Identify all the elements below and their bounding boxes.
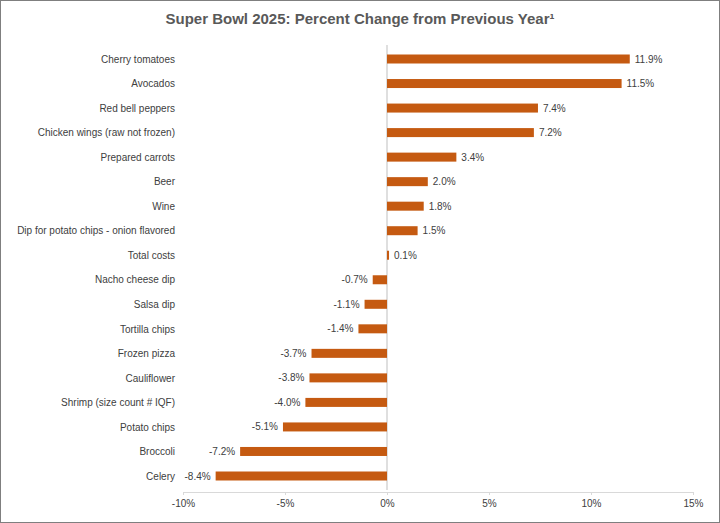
- chart: Super Bowl 2025: Percent Change from Pre…: [0, 0, 720, 523]
- bar: [387, 251, 389, 260]
- tick: 10%: [581, 492, 601, 509]
- tick-label: Total costs: [128, 250, 175, 261]
- tick-label: Celery: [146, 471, 175, 482]
- tick-mark: [183, 492, 184, 495]
- bar: [387, 226, 418, 235]
- tick: 15%: [683, 492, 703, 509]
- bar: [387, 104, 538, 113]
- data-label: -1.1%: [333, 299, 359, 310]
- bar: [309, 373, 387, 382]
- tick: Shrimp (size count # IQF): [61, 397, 175, 408]
- tick: -5%: [277, 492, 295, 509]
- tick-label: Broccoli: [139, 446, 175, 457]
- tick: -10%: [172, 492, 195, 509]
- tick: Beer: [154, 176, 176, 187]
- tick-label: 5%: [482, 498, 497, 509]
- data-label: 7.2%: [539, 127, 562, 138]
- data-label: 2.0%: [433, 176, 456, 187]
- bar: [240, 447, 387, 456]
- tick: Cherry tomatoes: [101, 54, 175, 65]
- tick-label: Dip for potato chips - onion flavored: [17, 225, 175, 236]
- data-label: -8.4%: [185, 471, 211, 482]
- tick: Prepared carrots: [101, 152, 175, 163]
- bar: [387, 79, 622, 88]
- tick-label: Red bell peppers: [99, 103, 175, 114]
- tick: Tortilla chips: [120, 324, 175, 335]
- tick-label: Wine: [152, 201, 175, 212]
- data-label: 11.9%: [635, 54, 663, 65]
- category-axis: Cherry tomatoes Avocados Red bell peppers C…: [17, 54, 176, 482]
- tick: Salsa dip: [134, 299, 176, 310]
- axis-line: [184, 493, 694, 496]
- data-label: -3.7%: [280, 348, 306, 359]
- tick: 5%: [482, 492, 497, 509]
- tick-mark: [285, 492, 286, 495]
- bar: [365, 300, 387, 309]
- bar: [387, 128, 534, 137]
- tick-label: -5%: [277, 498, 295, 509]
- frame: [1, 1, 720, 523]
- title: Super Bowl 2025: Percent Change from Pre…: [165, 10, 554, 27]
- tick-label: Cherry tomatoes: [101, 54, 175, 65]
- tick: Dip for potato chips - onion flavored: [17, 225, 175, 236]
- tick: Broccoli: [139, 446, 175, 457]
- tick: 0%: [380, 492, 395, 509]
- tick-mark: [693, 492, 694, 495]
- data-label: -0.7%: [342, 274, 368, 285]
- tick-label: -10%: [172, 498, 195, 509]
- tick-label: Shrimp (size count # IQF): [61, 397, 175, 408]
- tick: Potato chips: [120, 422, 175, 433]
- tick-label: Prepared carrots: [101, 152, 175, 163]
- data-label: 1.5%: [423, 225, 446, 236]
- bar: [312, 349, 387, 358]
- tick: Wine: [152, 201, 175, 212]
- tick: Celery: [146, 471, 175, 482]
- data-label: 11.5%: [627, 78, 655, 89]
- tick: Total costs: [128, 250, 175, 261]
- bar: [216, 472, 387, 481]
- bar: [387, 177, 428, 186]
- data-label: -3.8%: [278, 372, 304, 383]
- bar: [387, 202, 424, 211]
- tick-label: Beer: [154, 176, 176, 187]
- data-label: 7.4%: [543, 103, 566, 114]
- bar: [387, 55, 630, 64]
- tick-label: Potato chips: [120, 422, 175, 433]
- tick-label: 0%: [380, 498, 395, 509]
- tick-mark: [387, 492, 388, 495]
- tick: Frozen pizza: [118, 348, 176, 359]
- data-label: -1.4%: [327, 323, 353, 334]
- bar: [358, 324, 387, 333]
- tick-mark: [591, 492, 592, 495]
- tick-label: 10%: [581, 498, 601, 509]
- tick-mark: [489, 492, 490, 495]
- data-label: -7.2%: [209, 446, 235, 457]
- data-label: -5.1%: [252, 421, 278, 432]
- tick: Avocados: [131, 78, 175, 89]
- bar: [373, 275, 387, 284]
- tick: Cauliflower: [126, 373, 176, 384]
- value-axis: -10% -5% 0% 5% 10% 15%: [172, 492, 704, 509]
- data-label: 0.1%: [394, 250, 417, 261]
- data-label: 1.8%: [429, 201, 452, 212]
- bars: [216, 55, 630, 481]
- data-label: 3.4%: [461, 152, 484, 163]
- bar: [283, 422, 387, 431]
- bar: [387, 153, 456, 162]
- tick-label: Tortilla chips: [120, 324, 175, 335]
- tick-label: 15%: [683, 498, 703, 509]
- tick-label: Cauliflower: [126, 373, 176, 384]
- tick: Chicken wings (raw not frozen): [38, 127, 175, 138]
- tick-label: Avocados: [131, 78, 175, 89]
- tick: Nacho cheese dip: [95, 274, 175, 285]
- tick-label: Frozen pizza: [118, 348, 176, 359]
- tick-label: Nacho cheese dip: [95, 274, 175, 285]
- tick-label: Salsa dip: [134, 299, 176, 310]
- data-label: -4.0%: [274, 397, 300, 408]
- bar: [305, 398, 387, 407]
- tick-label: Chicken wings (raw not frozen): [38, 127, 175, 138]
- tick: Red bell peppers: [99, 103, 175, 114]
